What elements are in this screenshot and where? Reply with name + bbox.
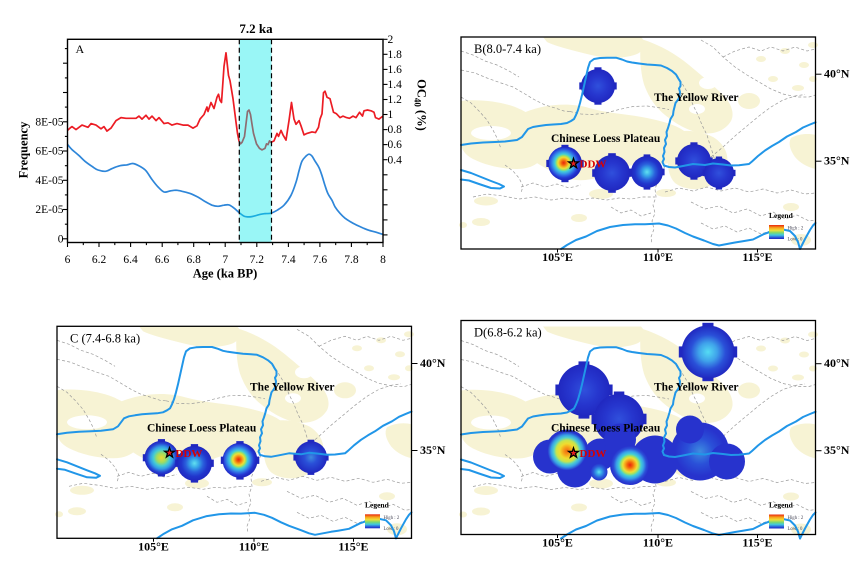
svg-text:8: 8: [380, 254, 386, 266]
svg-text:4E-05: 4E-05: [35, 175, 63, 187]
svg-text:1.2: 1.2: [388, 94, 403, 106]
svg-text:6.8: 6.8: [187, 254, 202, 266]
svg-text:1.4: 1.4: [388, 79, 403, 91]
svg-text:110°E: 110°E: [643, 250, 673, 264]
svg-text:115°E: 115°E: [742, 250, 772, 264]
svg-text:105°E: 105°E: [138, 539, 169, 553]
svg-text:6.6: 6.6: [155, 254, 170, 266]
svg-text:105°E: 105°E: [542, 250, 573, 264]
svg-text:110°E: 110°E: [643, 536, 673, 550]
svg-text:The Yellow River: The Yellow River: [654, 92, 739, 104]
svg-text:7.2: 7.2: [250, 254, 265, 266]
svg-text:7.4: 7.4: [281, 254, 296, 266]
svg-text:1.6: 1.6: [388, 64, 403, 76]
svg-text:110°E: 110°E: [239, 539, 269, 553]
svg-text:Low : 0: Low : 0: [788, 238, 804, 243]
svg-text:DDW: DDW: [580, 448, 607, 460]
svg-text:35°N: 35°N: [824, 154, 850, 168]
svg-text:40°N: 40°N: [824, 356, 850, 370]
svg-text:7.8: 7.8: [344, 254, 359, 266]
svg-text:6.4: 6.4: [123, 254, 138, 266]
svg-text:The Yellow River: The Yellow River: [250, 381, 335, 393]
svg-text:7.6: 7.6: [313, 254, 328, 266]
svg-text:0.6: 0.6: [388, 139, 403, 151]
svg-text:8E-05: 8E-05: [35, 116, 63, 128]
svg-text:Low : 0: Low : 0: [384, 527, 400, 532]
svg-text:0.8: 0.8: [388, 124, 403, 136]
svg-text:Age (ka BP): Age (ka BP): [193, 267, 258, 281]
svg-text:40°N: 40°N: [824, 67, 850, 81]
svg-text:Frequency: Frequency: [17, 121, 31, 178]
svg-text:Chinese Loess Plateau: Chinese Loess Plateau: [147, 422, 257, 434]
svg-text:2: 2: [388, 34, 394, 46]
svg-text:1.8: 1.8: [388, 49, 403, 61]
svg-text:B(8.0-7.4 ka): B(8.0-7.4 ka): [474, 42, 541, 56]
svg-text:OC40 (%): OC40 (%): [413, 79, 429, 131]
svg-text:The Yellow River: The Yellow River: [654, 382, 739, 394]
svg-text:2E-05: 2E-05: [35, 204, 63, 216]
svg-text:6: 6: [65, 254, 71, 266]
svg-text:DDW: DDW: [580, 159, 607, 171]
svg-text:Low : 0: Low : 0: [788, 527, 804, 532]
svg-text:Chinese Loess Plateau: Chinese Loess Plateau: [551, 133, 661, 145]
svg-text:0.4: 0.4: [388, 154, 403, 166]
svg-text:105°E: 105°E: [542, 536, 573, 550]
svg-text:D(6.8-6.2 ka): D(6.8-6.2 ka): [474, 326, 542, 340]
svg-text:115°E: 115°E: [742, 536, 772, 550]
svg-text:35°N: 35°N: [420, 443, 446, 457]
svg-text:7.2 ka: 7.2 ka: [239, 21, 273, 36]
svg-text:High : 2: High : 2: [384, 516, 400, 521]
svg-text:Legend: Legend: [365, 500, 390, 509]
svg-text:High : 2: High : 2: [788, 227, 804, 232]
svg-text:Legend: Legend: [769, 501, 794, 510]
svg-text:115°E: 115°E: [338, 539, 368, 553]
svg-text:DDW: DDW: [176, 448, 203, 460]
svg-text:7: 7: [222, 254, 228, 266]
svg-text:6E-05: 6E-05: [35, 146, 63, 158]
svg-text:Legend: Legend: [769, 211, 794, 220]
svg-text:40°N: 40°N: [420, 356, 446, 370]
svg-text:1: 1: [388, 109, 394, 121]
svg-text:6.2: 6.2: [92, 254, 107, 266]
svg-text:35°N: 35°N: [824, 443, 850, 457]
svg-text:A: A: [76, 42, 85, 56]
svg-text:High : 2: High : 2: [788, 516, 804, 521]
svg-text:Chinese Loess Plateau: Chinese Loess Plateau: [551, 423, 661, 435]
svg-text:C (7.4-6.8 ka): C (7.4-6.8 ka): [70, 331, 140, 345]
svg-text:0: 0: [58, 233, 64, 245]
